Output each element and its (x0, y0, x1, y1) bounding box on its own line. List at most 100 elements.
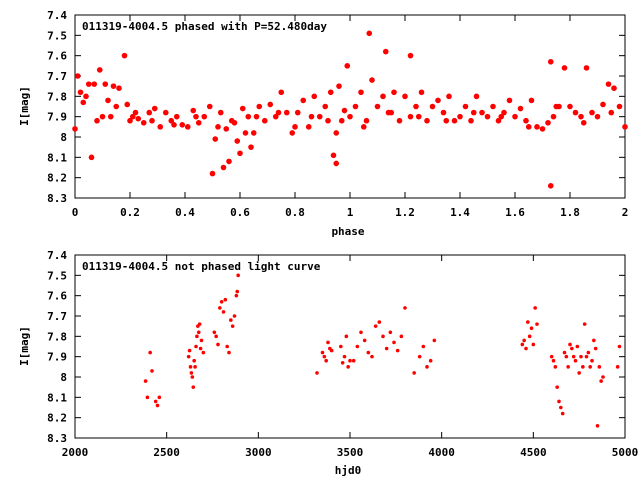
data-point (457, 113, 463, 120)
x-tick-label: 5000 (612, 446, 639, 459)
x-tick-label: 1 (347, 206, 354, 219)
data-point (342, 354, 347, 359)
data-point (611, 85, 617, 91)
data-point (231, 119, 238, 126)
y-tick-label: 8.1 (47, 151, 67, 164)
data-point (129, 113, 136, 120)
data-point (578, 113, 584, 120)
data-point (209, 170, 216, 177)
data-point (473, 93, 480, 100)
data-point (216, 342, 220, 347)
data-point (341, 107, 348, 114)
data-point (506, 97, 513, 104)
data-point (501, 109, 507, 116)
data-point (333, 160, 340, 167)
data-point (219, 299, 224, 304)
data-point (245, 113, 252, 120)
data-point (278, 89, 285, 96)
y-tick-label: 7.9 (47, 111, 67, 124)
data-point (150, 369, 154, 373)
data-point (85, 81, 92, 87)
data-point (522, 338, 526, 343)
data-point (110, 83, 117, 89)
data-point (94, 117, 100, 124)
data-point (468, 117, 474, 124)
data-point (340, 360, 345, 365)
data-point (261, 117, 268, 124)
data-point (594, 113, 601, 120)
data-point (217, 109, 224, 116)
data-point (322, 103, 329, 110)
data-point (339, 344, 343, 349)
data-point (428, 358, 433, 363)
data-point (608, 109, 615, 116)
data-point (600, 101, 606, 108)
data-point (326, 340, 330, 345)
plot-title: 011319-4004.5 phased with P=52.480day (82, 20, 327, 33)
data-point (327, 89, 334, 96)
data-point (366, 30, 373, 37)
data-point (239, 105, 246, 112)
data-point (225, 344, 229, 349)
data-point (575, 344, 580, 349)
data-point (206, 103, 213, 110)
data-point (524, 346, 528, 351)
data-point (363, 117, 370, 124)
data-point (155, 403, 160, 408)
data-point (359, 330, 363, 335)
data-point (520, 342, 525, 347)
data-point (80, 99, 87, 106)
data-point (124, 101, 131, 108)
data-point (615, 365, 620, 369)
data-point (99, 113, 106, 120)
data-point (248, 144, 254, 150)
data-point (227, 350, 231, 355)
data-point (223, 126, 230, 132)
data-point (579, 354, 583, 359)
data-point (599, 379, 603, 383)
data-point (214, 334, 218, 339)
data-point (570, 346, 574, 351)
data-point (267, 101, 274, 108)
data-point (526, 320, 530, 324)
data-point (573, 358, 578, 363)
data-point (218, 306, 222, 310)
data-point (527, 334, 532, 339)
data-point (553, 103, 560, 110)
y-tick-label: 7.6 (47, 290, 67, 303)
data-point (377, 320, 382, 324)
x-tick-label: 2500 (153, 446, 180, 459)
data-point (198, 346, 203, 351)
data-point (355, 344, 360, 349)
data-point (413, 103, 419, 110)
y-axis-label: I[mag] (18, 86, 31, 126)
data-point (347, 113, 353, 120)
data-point (547, 183, 554, 189)
data-point (567, 103, 573, 110)
data-point (83, 93, 89, 100)
x-ticks: 0 0.2 0.4 0.6 0.8 1 1.2 1.4 1.6 1.8 2 (72, 15, 628, 219)
data-point (396, 117, 403, 124)
data-point (572, 109, 579, 116)
data-point (559, 405, 563, 410)
x-tick-label: 0.2 (120, 206, 140, 219)
x-tick-label: 0.6 (230, 206, 250, 219)
data-point (195, 334, 199, 339)
data-point (234, 138, 241, 144)
data-point (593, 346, 598, 351)
data-point (415, 113, 422, 120)
data-point (186, 354, 191, 359)
data-point (235, 289, 240, 294)
data-point (194, 344, 198, 349)
data-point (113, 103, 120, 110)
data-point (190, 375, 195, 379)
data-point (407, 113, 414, 120)
y-ticks: 7.4 7.5 7.6 7.7 7.8 7.9 8 8.1 8.2 8.3 (47, 9, 625, 205)
data-point (432, 338, 437, 343)
data-point (105, 97, 111, 104)
data-point (229, 318, 233, 322)
data-point (425, 365, 429, 369)
data-point (417, 354, 422, 359)
data-point (446, 93, 452, 100)
data-point (479, 109, 485, 116)
